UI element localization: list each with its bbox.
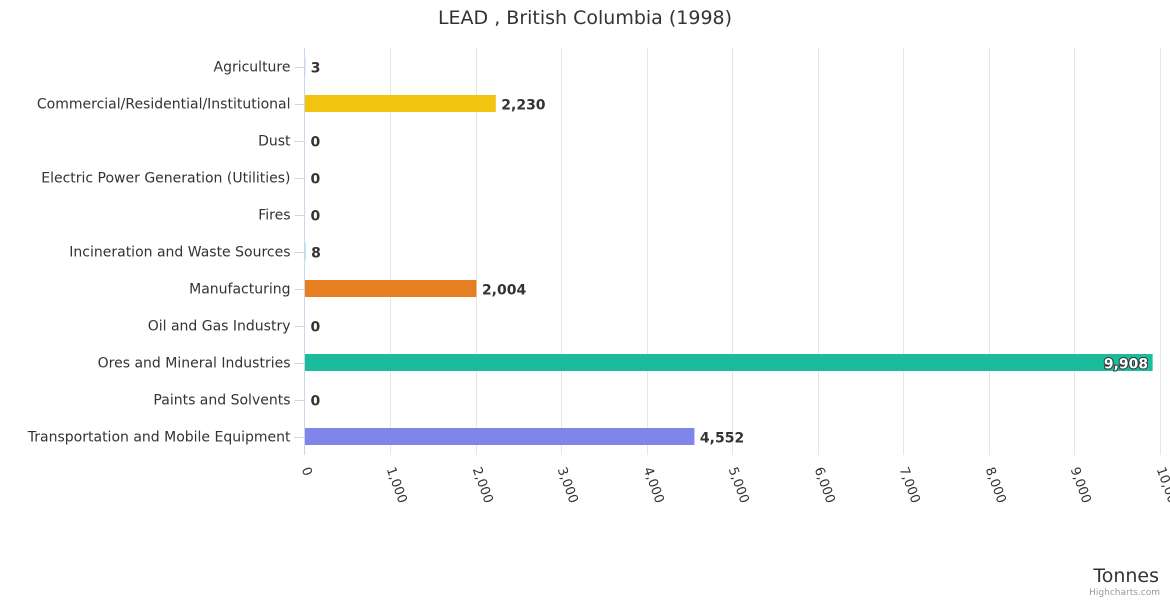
bar-layer [305,58,1153,445]
category-label: Ores and Mineral Industries [98,356,291,372]
data-label: 0 [311,172,321,188]
credits-link[interactable]: Highcharts.com [1089,588,1160,598]
tick-label: 9,000 [1067,465,1094,505]
bar[interactable] [305,243,306,260]
tick-label: 1,000 [383,465,410,505]
bar[interactable] [305,428,695,445]
category-label: Incineration and Waste Sources [69,245,290,261]
category-label: Fires [258,208,290,224]
category-label: Paints and Solvents [153,393,290,409]
data-label: 8 [311,246,321,262]
data-label: 4,552 [700,431,744,447]
category-label: Transportation and Mobile Equipment [27,430,291,446]
data-label: 3 [311,61,321,77]
data-label: 2,004 [482,283,527,299]
category-label-layer: Agriculture Commercial/Residential/Instit… [27,60,305,446]
data-label: 0 [311,135,321,151]
bar[interactable] [305,354,1153,371]
tick-label: 7,000 [896,465,923,505]
tick-label: 8,000 [982,465,1009,505]
tick-label: 0 [298,465,315,478]
tick-label-layer: 0 1,000 2,000 3,000 4,000 5,000 6,000 7,000 8,00… [298,465,1170,513]
data-label-layer: 3 2,230 0 0 0 8 2,004 0 9,908 0 4,552 [311,61,1150,447]
category-label: Agriculture [214,60,291,76]
value-axis-title: Tonnes [1092,565,1159,587]
data-label: 0 [311,209,321,225]
category-label: Manufacturing [189,282,290,298]
tick-label: 4,000 [640,465,667,505]
bar[interactable] [305,280,477,297]
tick-label: 5,000 [725,465,752,505]
category-label: Oil and Gas Industry [148,319,291,335]
tick-label: 6,000 [811,465,838,505]
data-label: 2,230 [501,98,546,114]
category-label: Dust [258,134,291,150]
tick-label: 10,000 [1153,465,1170,513]
category-label: Commercial/Residential/Institutional [37,97,291,113]
bar[interactable] [305,95,496,112]
tick-label: 3,000 [554,465,581,505]
grid-layer [390,48,1161,455]
data-label: 9,908 [1104,357,1148,373]
category-label: Electric Power Generation (Utilities) [41,171,290,187]
tick-label: 2,000 [469,465,496,505]
chart-title: LEAD , British Columbia (1998) [438,7,732,29]
data-label: 0 [311,394,321,410]
data-label: 0 [311,320,321,336]
